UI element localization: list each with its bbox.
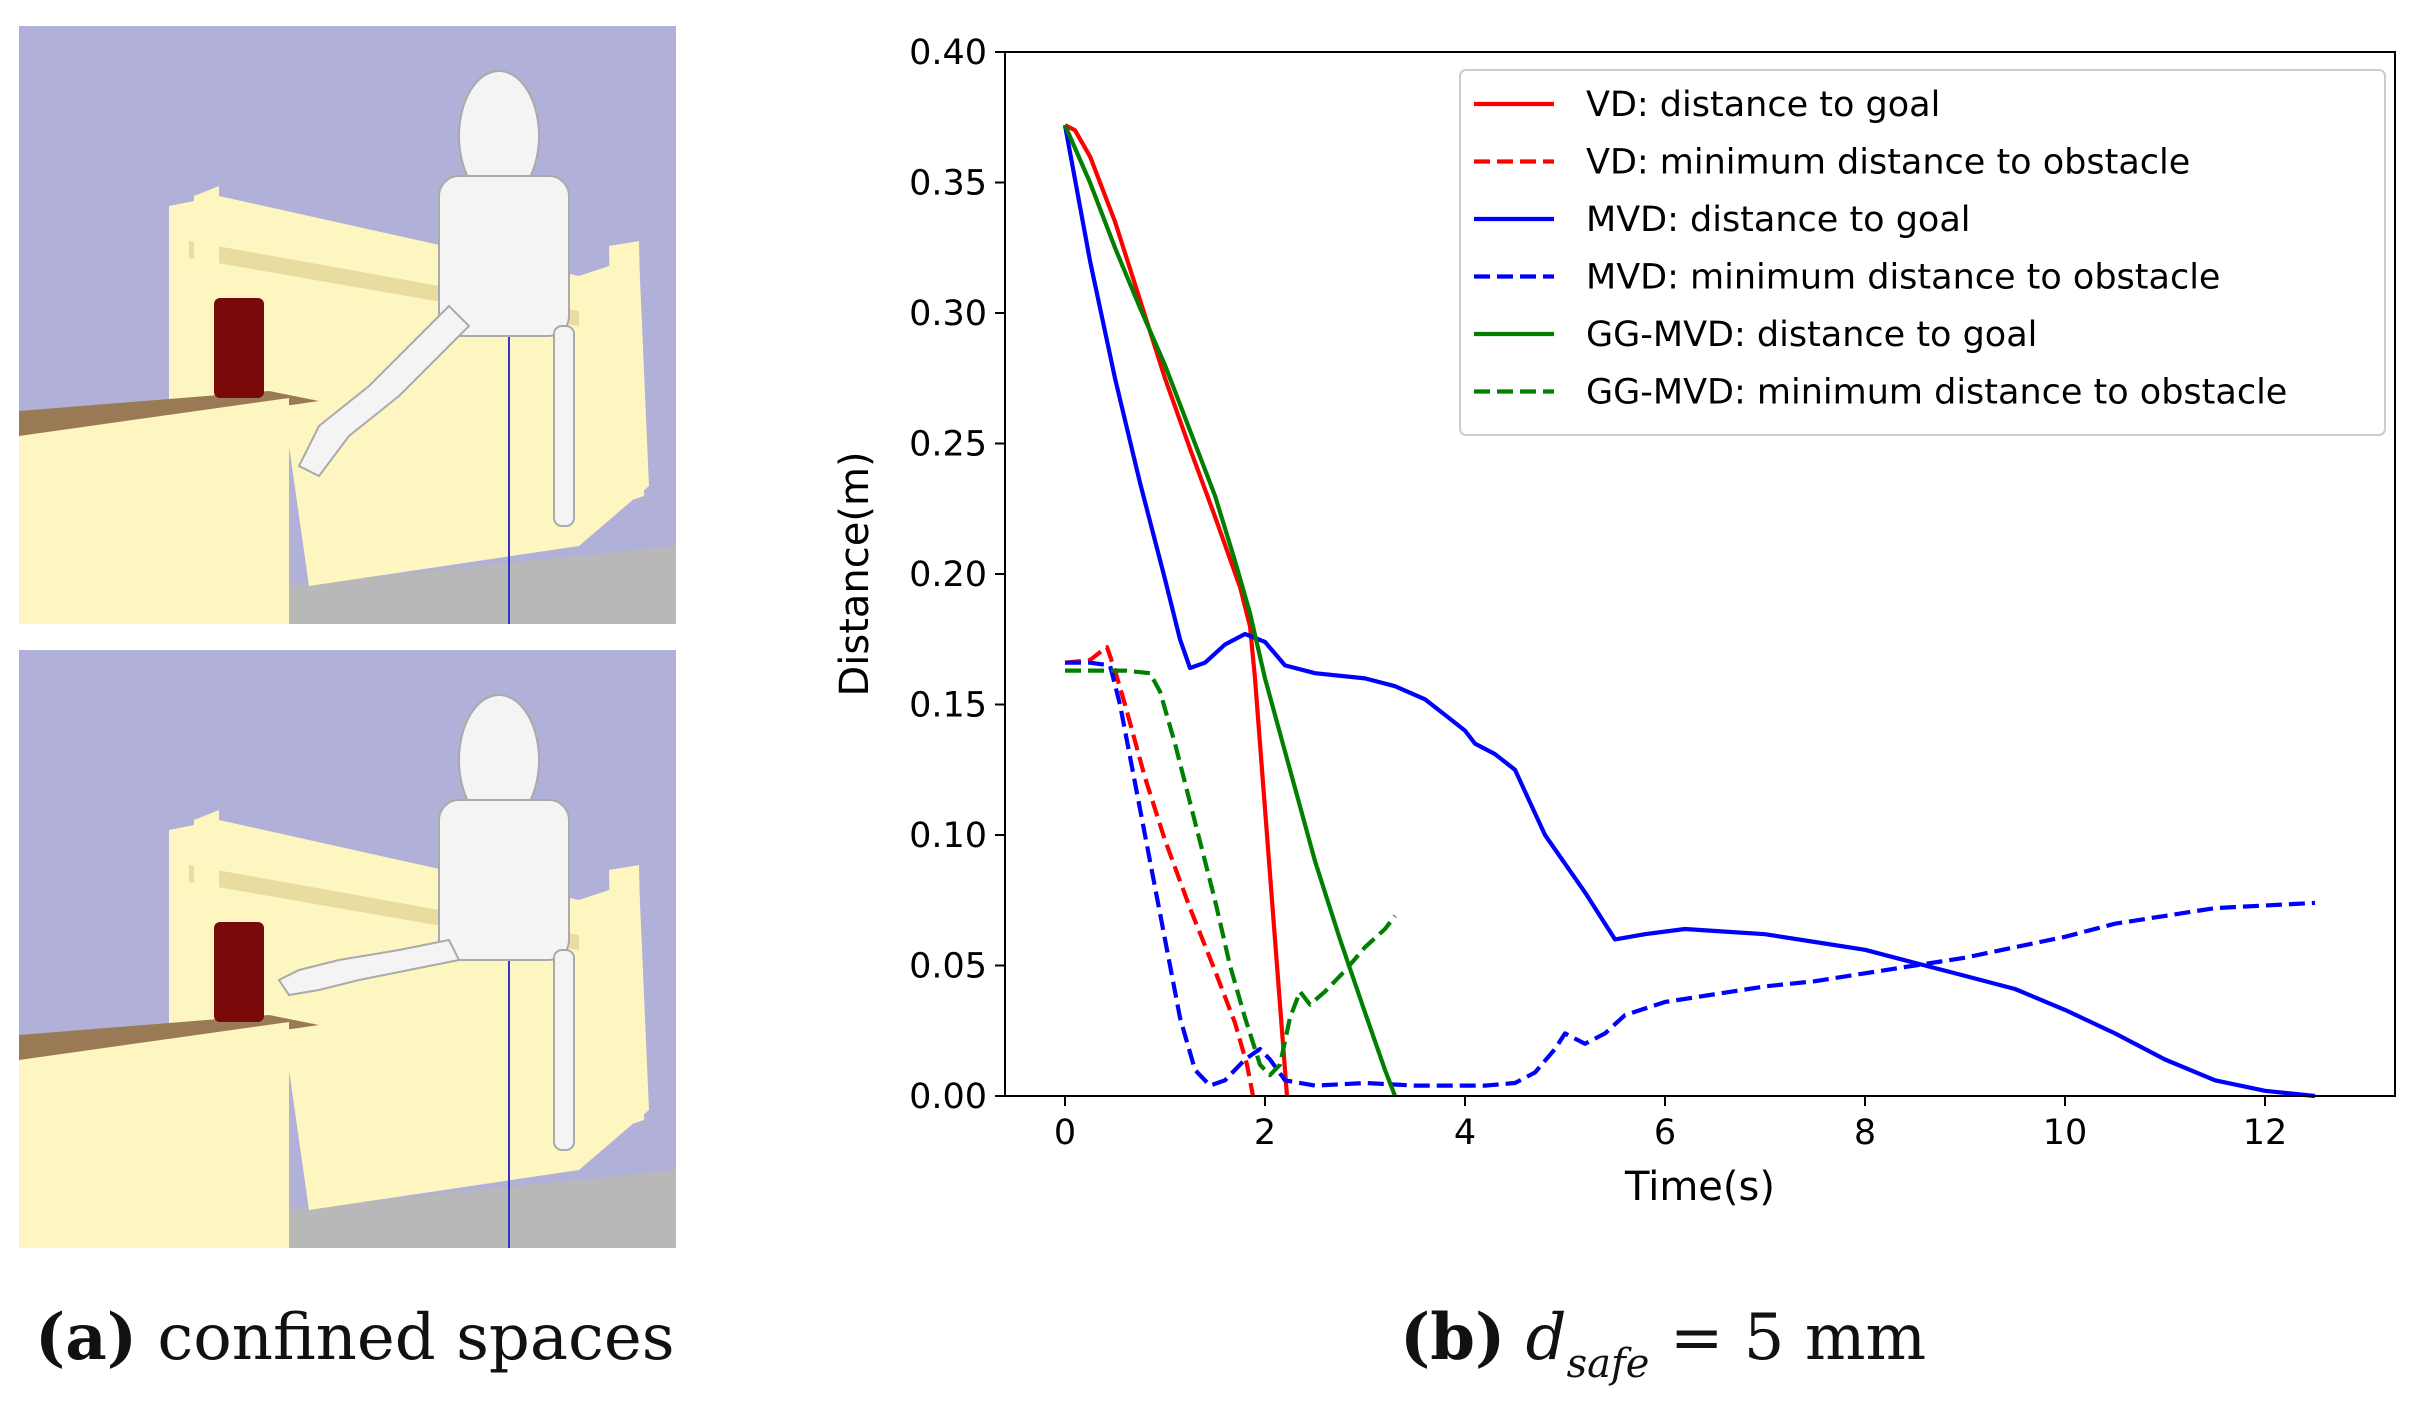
x-tick-label: 0: [1054, 1113, 1076, 1153]
legend-entry: GG-MVD: distance to goal: [1586, 315, 2037, 355]
series-line-5: [1063, 124, 1397, 1097]
series-line-3: [1062, 124, 2316, 1099]
x-tick-label: 10: [2043, 1113, 2088, 1153]
series-line-4: [1065, 660, 2316, 1088]
caption-a-text: confined spaces: [157, 1301, 675, 1375]
x-tick-label: 12: [2243, 1113, 2288, 1153]
y-tick-label: 0.35: [909, 164, 987, 204]
y-tick-label: 0.10: [909, 816, 987, 856]
legend-entry: VD: distance to goal: [1586, 85, 1940, 125]
y-tick-label: 0.05: [909, 947, 987, 987]
x-axis-label: Time(s): [1624, 1164, 1775, 1210]
x-tick-label: 8: [1854, 1113, 1876, 1153]
x-tick-label: 6: [1654, 1113, 1676, 1153]
caption-b-variable: d: [1525, 1301, 1567, 1375]
y-tick-label: 0.40: [909, 33, 987, 73]
caption-a: (a) confined spaces: [35, 1300, 675, 1375]
simulation-scene-bottom: [19, 650, 676, 1248]
y-tick-label: 0.00: [909, 1077, 987, 1117]
series-line-6: [1065, 668, 1397, 1078]
caption-b-rest: = 5 mm: [1649, 1301, 1927, 1375]
x-tick-label: 2: [1254, 1113, 1276, 1153]
simulation-scene-top: [19, 26, 676, 624]
series-line-2: [1064, 645, 1256, 1097]
series-line-1: [1064, 123, 1290, 1097]
scene-render-top: [19, 26, 676, 624]
legend-entry: VD: minimum distance to obstacle: [1586, 143, 2190, 183]
distance-chart: 0 2 4 6 8 10 12 0.00 0.05 0.10 0.15 0.20 0.25 0.30 0.3…: [832, 33, 2396, 1210]
legend-entry: GG-MVD: minimum distance to obstacle: [1586, 373, 2287, 413]
legend-entry: MVD: distance to goal: [1586, 200, 1971, 240]
caption-b: (b) dsafe = 5 mm: [1400, 1300, 1927, 1387]
x-tick-label: 4: [1454, 1113, 1476, 1153]
caption-b-subscript: safe: [1566, 1341, 1650, 1387]
legend-box: [1459, 69, 2386, 436]
caption-a-label: (a): [35, 1300, 138, 1375]
legend-entry: MVD: minimum distance to obstacle: [1586, 258, 2220, 298]
scene-render-bottom: [19, 650, 676, 1248]
y-tick-label: 0.20: [909, 555, 987, 595]
caption-b-label: (b): [1400, 1300, 1506, 1375]
y-tick-label: 0.15: [909, 686, 987, 726]
y-tick-label: 0.25: [909, 425, 987, 465]
y-axis-label: Distance(m): [832, 451, 878, 696]
y-tick-label: 0.30: [909, 294, 987, 334]
